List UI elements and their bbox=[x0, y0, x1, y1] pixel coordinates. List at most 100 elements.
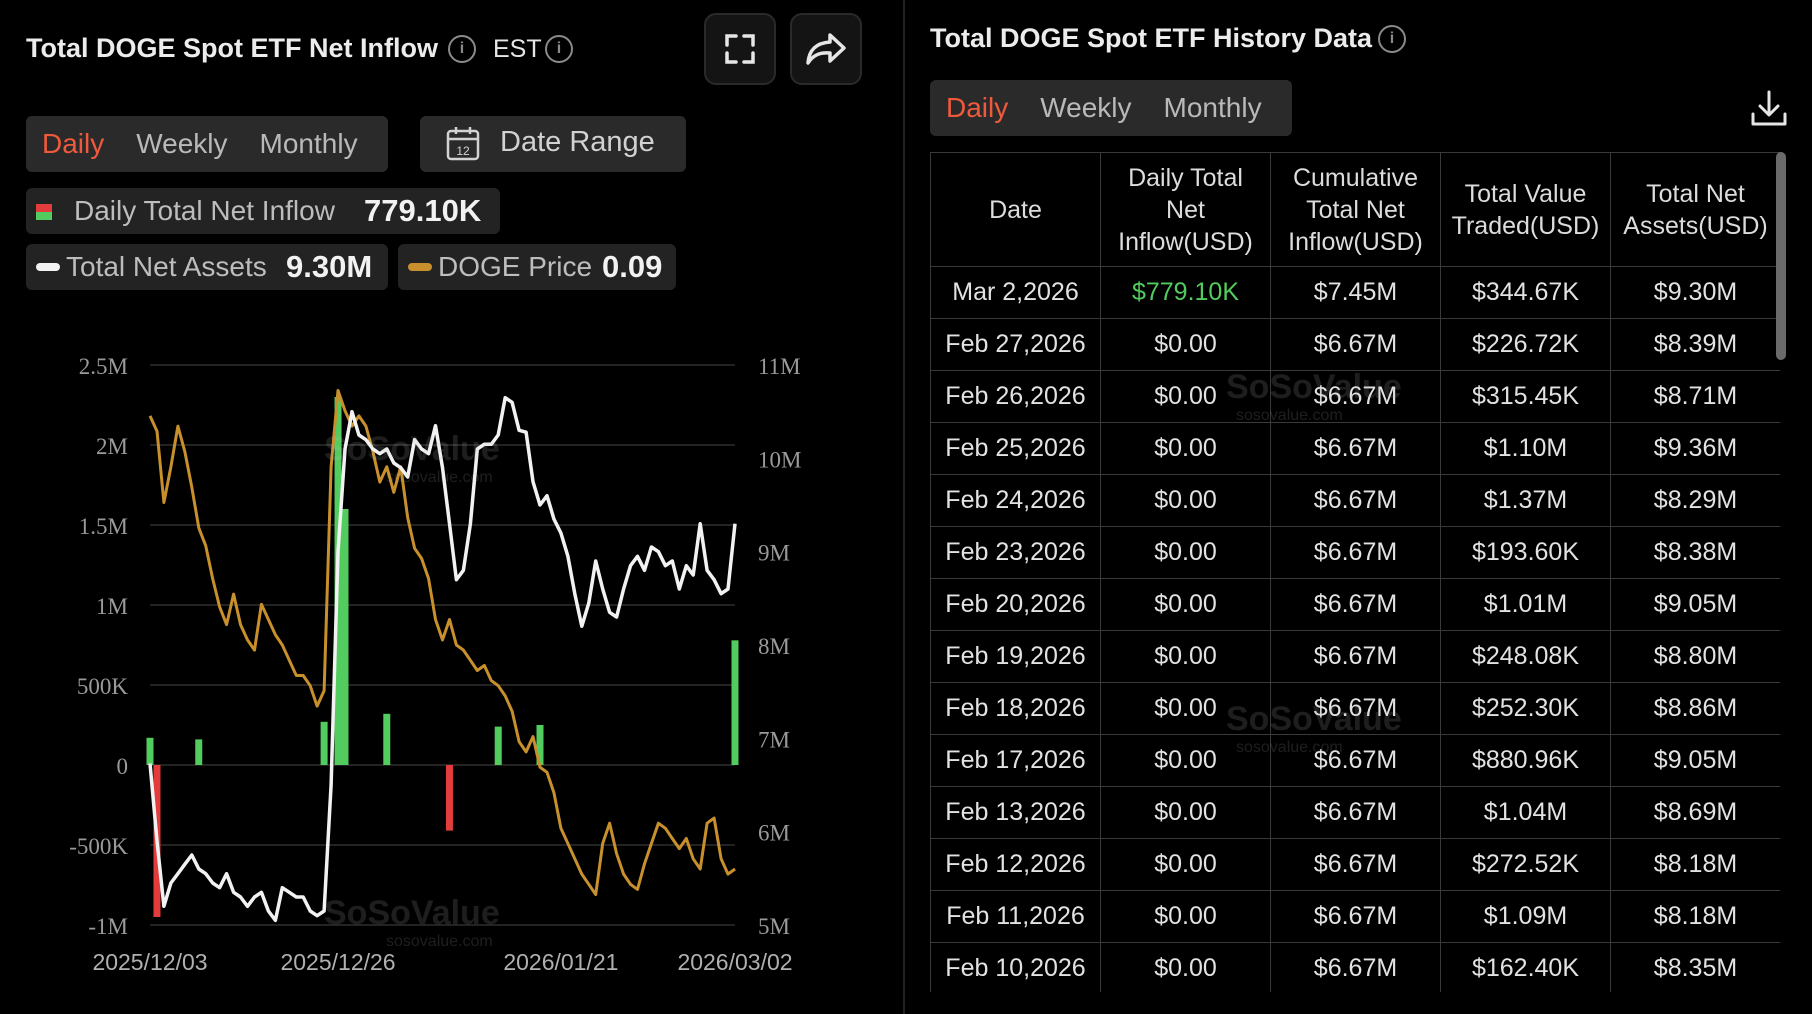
legend-net-assets[interactable]: Total Net Assets 9.30M bbox=[26, 244, 388, 290]
table-cell: Feb 20,2026 bbox=[930, 578, 1101, 631]
table-row[interactable]: Feb 12,2026 $0.00 $6.67M $272.52K $8.18M bbox=[930, 838, 1780, 891]
table-row[interactable]: Feb 26,2026 $0.00 $6.67M $315.45K $8.71M bbox=[930, 370, 1780, 423]
history-tab-monthly[interactable]: Monthly bbox=[1163, 92, 1262, 123]
legend-daily-inflow[interactable]: Daily Total Net Inflow 779.10K bbox=[26, 188, 500, 234]
panel-divider bbox=[903, 0, 905, 1014]
tab-weekly[interactable]: Weekly bbox=[136, 128, 228, 159]
table-header-cell: Date bbox=[930, 152, 1101, 267]
table-cell: Feb 10,2026 bbox=[930, 942, 1101, 992]
table-cell: Feb 19,2026 bbox=[930, 630, 1101, 683]
table-row[interactable]: Mar 2,2026 $779.10K $7.45M $344.67K $9.30M bbox=[930, 266, 1780, 319]
table-row[interactable]: Feb 13,2026 $0.00 $6.67M $1.04M $8.69M bbox=[930, 786, 1780, 839]
table-header-cell: Cumulative Total Net Inflow(USD) bbox=[1270, 152, 1441, 267]
table-header-cell: Daily Total Net Inflow(USD) bbox=[1100, 152, 1271, 267]
table-cell: $6.67M bbox=[1270, 318, 1441, 371]
table-cell: $1.01M bbox=[1440, 578, 1611, 631]
net-inflow-chart[interactable]: 2.5M 2M 1.5M 1M 500K 0 -500K -1M 11M 10M 9M 8M 7M 6M 5… bbox=[0, 330, 903, 990]
table-cell: $6.67M bbox=[1270, 942, 1441, 992]
table-scrollbar[interactable] bbox=[1776, 152, 1786, 360]
calendar-icon: 12 bbox=[446, 127, 480, 161]
table-cell: $6.67M bbox=[1270, 630, 1441, 683]
table-cell: $6.67M bbox=[1270, 370, 1441, 423]
table-cell: $8.29M bbox=[1610, 474, 1780, 527]
table-cell: $226.72K bbox=[1440, 318, 1611, 371]
table-cell: $8.18M bbox=[1610, 890, 1780, 943]
table-cell: $1.37M bbox=[1440, 474, 1611, 527]
table-cell: $8.69M bbox=[1610, 786, 1780, 839]
table-cell: $0.00 bbox=[1100, 682, 1271, 735]
fullscreen-button[interactable] bbox=[704, 13, 776, 85]
table-cell: Feb 26,2026 bbox=[930, 370, 1101, 423]
doge-price-line bbox=[148, 389, 736, 896]
inflow-swatch-icon bbox=[36, 204, 52, 220]
table-cell: $0.00 bbox=[1100, 890, 1271, 943]
history-info-icon[interactable]: i bbox=[1378, 25, 1406, 53]
table-cell: $344.67K bbox=[1440, 266, 1611, 319]
table-cell: $6.67M bbox=[1270, 786, 1441, 839]
calendar-day: 12 bbox=[456, 144, 470, 158]
table-row[interactable]: Feb 27,2026 $0.00 $6.67M $226.72K $8.39M bbox=[930, 318, 1780, 371]
table-cell: $0.00 bbox=[1100, 630, 1271, 683]
table-row[interactable]: Feb 20,2026 $0.00 $6.67M $1.01M $9.05M bbox=[930, 578, 1780, 631]
table-cell: $0.00 bbox=[1100, 318, 1271, 371]
table-cell: $9.05M bbox=[1610, 734, 1780, 787]
table-cell: $6.67M bbox=[1270, 526, 1441, 579]
table-cell: $7.45M bbox=[1270, 266, 1441, 319]
history-table: Date Daily Total Net Inflow(USD) Cumulativ… bbox=[930, 152, 1780, 992]
left-axis-tick-label: -1M bbox=[88, 914, 128, 939]
table-row[interactable]: Feb 23,2026 $0.00 $6.67M $193.60K $8.38M bbox=[930, 526, 1780, 579]
table-row[interactable]: Feb 11,2026 $0.00 $6.67M $1.09M $8.18M bbox=[930, 890, 1780, 943]
table-cell: $0.00 bbox=[1100, 786, 1271, 839]
history-tab-weekly[interactable]: Weekly bbox=[1040, 92, 1132, 123]
table-cell: $8.80M bbox=[1610, 630, 1780, 683]
table-cell: $6.67M bbox=[1270, 682, 1441, 735]
table-cell: $779.10K bbox=[1100, 266, 1271, 319]
info-icon[interactable]: i bbox=[448, 35, 476, 63]
download-button[interactable] bbox=[1744, 84, 1794, 134]
right-axis-tick-label: 6M bbox=[758, 821, 790, 846]
table-cell: $0.00 bbox=[1100, 734, 1271, 787]
left-axis-tick-label: 500K bbox=[77, 674, 129, 699]
table-cell: $1.10M bbox=[1440, 422, 1611, 475]
table-cell: $8.39M bbox=[1610, 318, 1780, 371]
inflow-bar bbox=[195, 739, 203, 765]
history-table-container[interactable]: Date Daily Total Net Inflow(USD) Cumulativ… bbox=[930, 152, 1780, 992]
table-cell: $1.09M bbox=[1440, 890, 1611, 943]
legend-assets-label: Total Net Assets bbox=[66, 251, 267, 282]
table-row[interactable]: Feb 17,2026 $0.00 $6.67M $880.96K $9.05M bbox=[930, 734, 1780, 787]
table-cell: $8.38M bbox=[1610, 526, 1780, 579]
left-axis-tick-label: 1M bbox=[96, 594, 128, 619]
table-cell: Mar 2,2026 bbox=[930, 266, 1101, 319]
table-row[interactable]: Feb 19,2026 $0.00 $6.67M $248.08K $8.80M bbox=[930, 630, 1780, 683]
history-interval-tabs: Daily Weekly Monthly bbox=[930, 80, 1292, 136]
date-range-button[interactable]: 12 Date Range bbox=[420, 116, 686, 172]
table-cell: $0.00 bbox=[1100, 578, 1271, 631]
legend-inflow-value: 779.10K bbox=[364, 193, 482, 228]
table-cell: Feb 25,2026 bbox=[930, 422, 1101, 475]
table-row[interactable]: Feb 10,2026 $0.00 $6.67M $162.40K $8.35M bbox=[930, 942, 1780, 992]
legend-price-label: DOGE Price bbox=[438, 251, 593, 282]
legend-doge-price[interactable]: DOGE Price 0.09 bbox=[398, 244, 676, 290]
table-cell: Feb 13,2026 bbox=[930, 786, 1101, 839]
timezone-info-icon[interactable]: i bbox=[545, 35, 573, 63]
table-row[interactable]: Feb 24,2026 $0.00 $6.67M $1.37M $8.29M bbox=[930, 474, 1780, 527]
chart-title: Total DOGE Spot ETF Net Inflow bbox=[26, 33, 438, 63]
inflow-bar bbox=[536, 725, 544, 765]
legend-assets-value: 9.30M bbox=[286, 249, 373, 284]
tab-daily[interactable]: Daily bbox=[42, 128, 105, 159]
table-row[interactable]: Feb 18,2026 $0.00 $6.67M $252.30K $8.86M bbox=[930, 682, 1780, 735]
table-cell: Feb 11,2026 bbox=[930, 890, 1101, 943]
inflow-bar bbox=[320, 721, 328, 765]
date-range-label: Date Range bbox=[500, 126, 655, 158]
table-cell: $6.67M bbox=[1270, 838, 1441, 891]
history-tab-daily[interactable]: Daily bbox=[946, 92, 1009, 123]
share-button[interactable] bbox=[790, 13, 862, 85]
table-cell: $6.67M bbox=[1270, 578, 1441, 631]
table-cell: $8.86M bbox=[1610, 682, 1780, 735]
table-cell: $6.67M bbox=[1270, 422, 1441, 475]
table-cell: Feb 18,2026 bbox=[930, 682, 1101, 735]
tab-monthly[interactable]: Monthly bbox=[259, 128, 358, 159]
table-row[interactable]: Feb 25,2026 $0.00 $6.67M $1.10M $9.36M bbox=[930, 422, 1780, 475]
left-axis-tick-label: 2M bbox=[96, 434, 128, 459]
inflow-bar bbox=[445, 765, 453, 831]
